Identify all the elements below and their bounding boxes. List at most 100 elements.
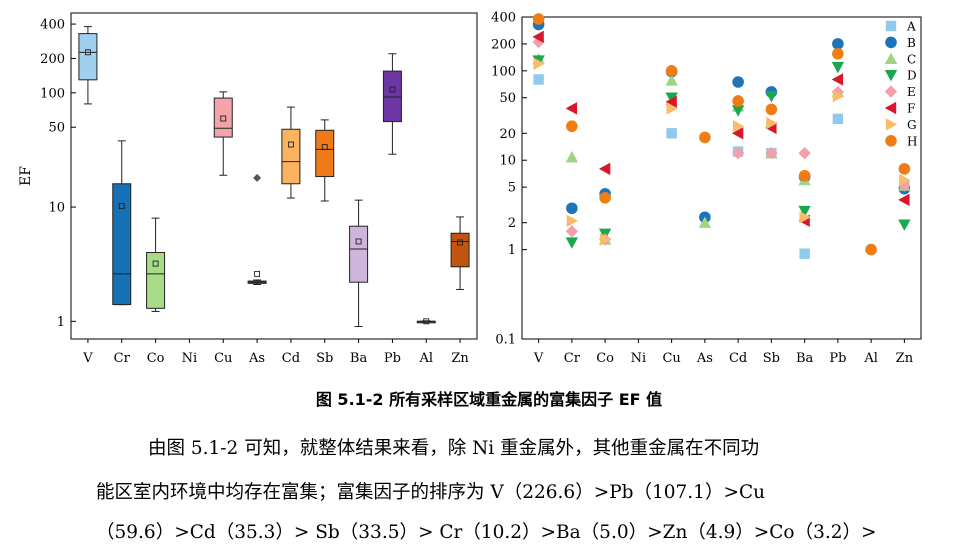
legend-marker	[885, 20, 897, 32]
scatter-point	[731, 127, 744, 140]
box-zn	[450, 216, 470, 290]
left-x-tick-label: Al	[418, 351, 433, 366]
figure-caption: 图 5.1-2 所有采样区域重金属的富集因子 EF 值	[315, 390, 663, 409]
right-x-tick-label: Cu	[662, 351, 680, 366]
left-y-axis-label: EF	[18, 166, 34, 186]
left-x-tick-label: As	[248, 351, 265, 366]
right-y-tick-label: 2	[508, 216, 516, 231]
scatter-point	[532, 13, 545, 25]
left-x-tick-label: Cr	[114, 351, 131, 366]
scatter-point	[798, 205, 811, 218]
left-y-tick-label: 100	[40, 86, 65, 101]
scatter-point	[832, 48, 844, 60]
box-mean-marker	[287, 141, 294, 148]
scatter-point	[666, 102, 678, 115]
scatter-point	[698, 216, 712, 228]
legend-item-h: H	[885, 134, 917, 148]
legend-label: E	[907, 85, 916, 99]
series-e	[532, 35, 911, 246]
scatter-point	[533, 74, 544, 85]
right-y-tick-label: 400	[491, 11, 516, 26]
scatter-point	[831, 61, 845, 74]
box-rect	[213, 97, 233, 138]
right-scatter-points	[532, 13, 911, 259]
left-y-tick-label: 200	[40, 52, 65, 67]
right-x-tick-label: As	[696, 351, 713, 366]
box-mean-marker	[84, 49, 91, 56]
scatter-point	[765, 103, 778, 116]
legend-label: B	[907, 36, 916, 50]
scatter-point	[731, 146, 745, 160]
box-rect	[315, 129, 335, 178]
box-rect	[78, 33, 98, 81]
series-c	[532, 52, 911, 245]
scatter-point	[898, 193, 910, 207]
left-boxes	[78, 26, 470, 328]
legend-label: A	[906, 20, 916, 34]
left-x-tick-label: Sb	[316, 351, 333, 366]
scatter-point	[732, 76, 744, 88]
right-x-tick-label: Cr	[564, 351, 581, 366]
series-d	[532, 55, 911, 249]
paragraph-line-3: （59.6）>Cd（35.3）> Sb（33.5）> Cr（10.2）>Ba（5…	[96, 522, 877, 543]
scatter-point	[566, 214, 579, 228]
series-h	[532, 13, 911, 256]
scatter-point	[832, 113, 844, 125]
legend-label: D	[907, 69, 917, 83]
scatter-point	[565, 225, 579, 238]
legend-item-c: C	[884, 52, 916, 66]
box-cd	[281, 106, 301, 199]
legend-item-a: A	[885, 20, 916, 34]
scatter-point	[765, 91, 778, 103]
left-x-tick-label: Ni	[182, 351, 198, 366]
right-y-tick-label: 100	[491, 64, 516, 79]
scatter-point	[565, 237, 579, 249]
scatter-point	[599, 233, 612, 246]
left-x-tick-label: Zn	[451, 351, 469, 366]
scatter-point	[565, 151, 579, 163]
legend-item-d: D	[884, 69, 917, 83]
scatter-point	[731, 105, 745, 117]
box-mean-marker	[423, 318, 430, 325]
box-v	[78, 26, 98, 105]
left-x-tick-label: Pb	[384, 351, 401, 366]
scatter-point	[898, 219, 911, 231]
legend-label: C	[907, 52, 916, 66]
right-y-axis: 0.1 1 2 5 10 20 50 100 200 400	[491, 11, 527, 348]
box-mean-marker	[220, 115, 227, 122]
legend-marker	[884, 70, 898, 82]
legend-marker	[885, 36, 897, 49]
left-plot-frame	[70, 12, 478, 340]
box-co	[146, 217, 166, 312]
left-x-axis: V Cr Co Ni Cu As Cd Sb Ba Pb Al Zn	[82, 339, 469, 366]
paragraph-line-2: 能区室内环境中均存在富集；富集因子的排序为 V（226.6）>Pb（107.1）…	[96, 482, 766, 503]
box-mean-marker	[254, 270, 261, 277]
box-mean-marker	[457, 239, 464, 246]
left-x-tick-label: V	[82, 351, 93, 366]
scatter-point	[799, 211, 811, 224]
box-mean-marker	[355, 238, 362, 245]
scatter-point	[832, 38, 844, 50]
scatter-point	[565, 102, 578, 115]
scatter-point	[832, 90, 845, 103]
right-x-tick-label: Sb	[763, 351, 780, 366]
box-rect	[450, 232, 470, 268]
box-ba	[349, 199, 369, 328]
left-x-tick-label: Co	[147, 351, 165, 366]
left-y-axis: 1 10 50 100 200 400	[40, 18, 76, 330]
scatter-point	[798, 146, 811, 160]
scatter-point	[598, 162, 611, 176]
right-y-tick-label: 0.1	[495, 333, 516, 348]
box-al	[416, 318, 436, 325]
box-cu	[213, 91, 233, 176]
scatter-point	[599, 191, 611, 204]
legend-marker	[884, 101, 897, 115]
box-rect	[382, 70, 402, 123]
legend-marker	[884, 52, 898, 64]
box-rect	[146, 252, 166, 309]
box-plot-chart: 1 10 50 100 200 400 V Cr Co Ni Cu As Cd Sb Ba Pb Al Zn E…	[18, 11, 922, 366]
legend-item-b: B	[885, 36, 916, 50]
scatter-point	[898, 163, 911, 175]
box-rect	[112, 183, 132, 306]
